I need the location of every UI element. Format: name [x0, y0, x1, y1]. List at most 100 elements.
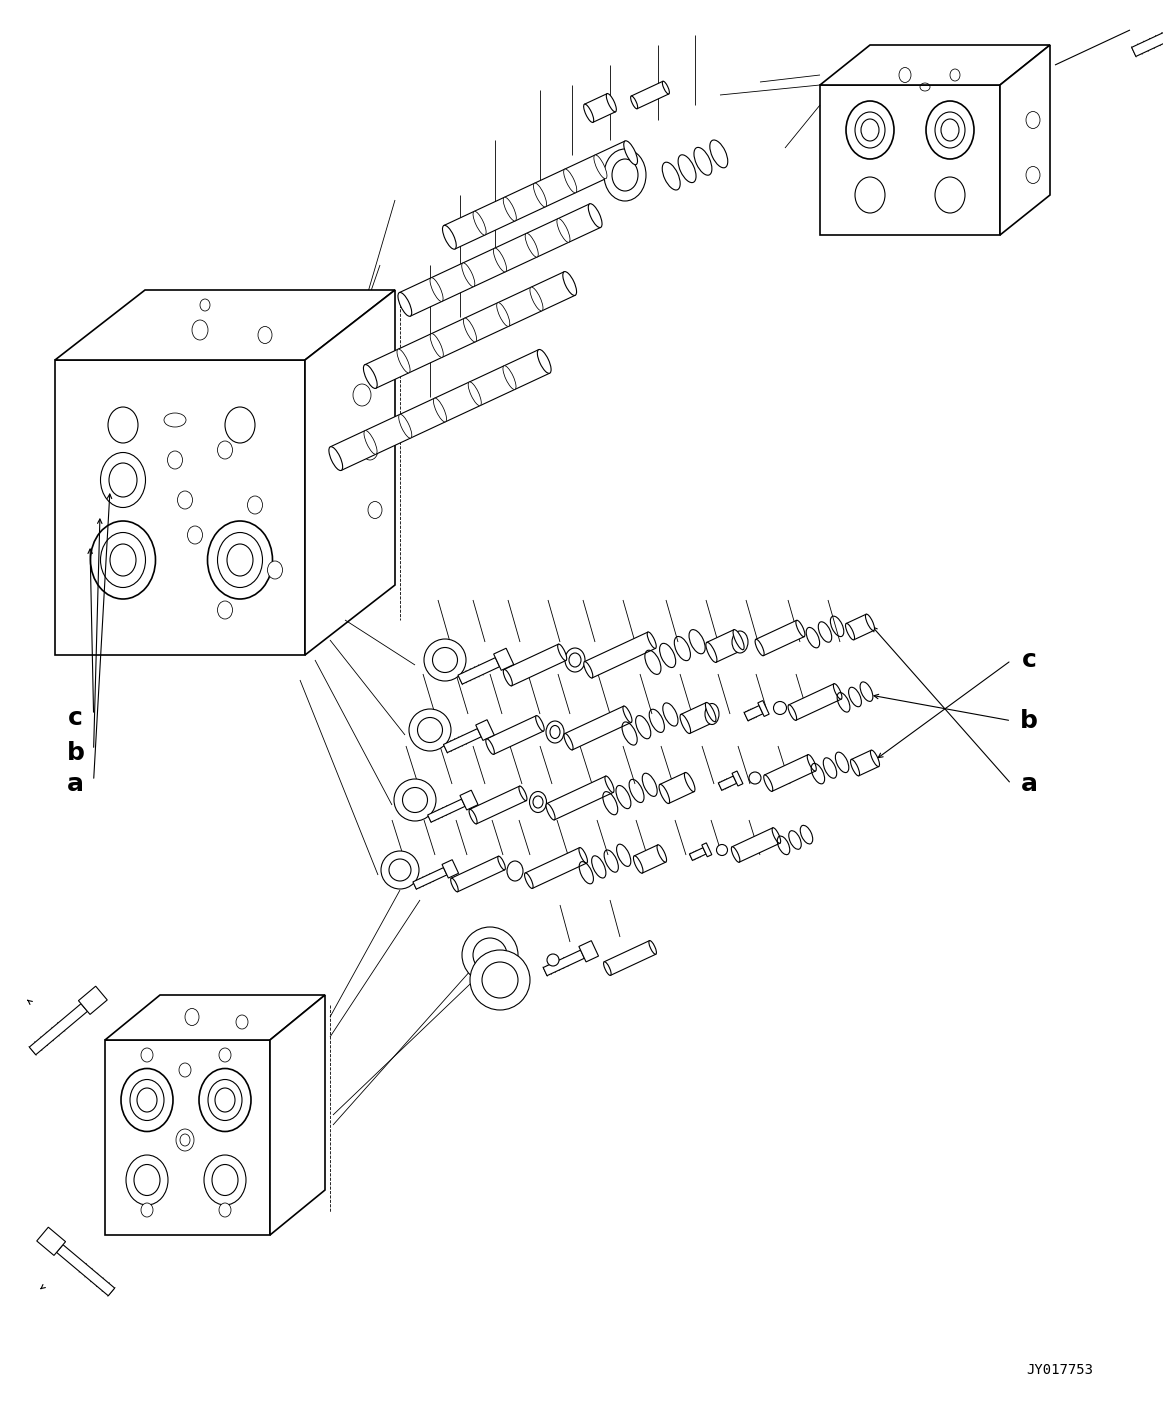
- Ellipse shape: [941, 119, 959, 140]
- Ellipse shape: [563, 271, 577, 295]
- Polygon shape: [1000, 45, 1050, 235]
- Ellipse shape: [137, 1087, 157, 1111]
- Polygon shape: [565, 707, 632, 750]
- Ellipse shape: [657, 844, 666, 863]
- Polygon shape: [55, 360, 305, 655]
- Polygon shape: [701, 843, 712, 857]
- Polygon shape: [57, 1245, 115, 1295]
- Ellipse shape: [219, 1203, 231, 1217]
- Ellipse shape: [134, 1165, 160, 1196]
- Ellipse shape: [486, 739, 494, 754]
- Polygon shape: [486, 715, 543, 754]
- Ellipse shape: [536, 715, 544, 731]
- Ellipse shape: [178, 490, 193, 509]
- Text: c: c: [1022, 648, 1036, 673]
- Ellipse shape: [557, 219, 570, 242]
- Ellipse shape: [469, 382, 481, 406]
- Polygon shape: [504, 643, 566, 686]
- Text: b: b: [66, 740, 85, 766]
- Ellipse shape: [659, 784, 670, 804]
- Polygon shape: [470, 787, 527, 823]
- Ellipse shape: [121, 1068, 173, 1131]
- Ellipse shape: [364, 430, 377, 454]
- Polygon shape: [78, 986, 107, 1014]
- Ellipse shape: [368, 502, 381, 518]
- Ellipse shape: [424, 639, 466, 681]
- Ellipse shape: [185, 1009, 199, 1026]
- Ellipse shape: [565, 648, 585, 672]
- Ellipse shape: [604, 149, 645, 201]
- Polygon shape: [476, 719, 494, 740]
- Ellipse shape: [267, 561, 283, 579]
- Ellipse shape: [109, 464, 137, 497]
- Polygon shape: [744, 705, 763, 721]
- Text: c: c: [69, 705, 83, 731]
- Ellipse shape: [870, 750, 879, 767]
- Ellipse shape: [807, 754, 816, 771]
- Ellipse shape: [926, 101, 973, 159]
- Ellipse shape: [834, 684, 842, 700]
- Ellipse shape: [606, 94, 616, 112]
- Polygon shape: [604, 940, 656, 975]
- Ellipse shape: [755, 639, 764, 656]
- Ellipse shape: [217, 441, 233, 459]
- Ellipse shape: [850, 760, 859, 776]
- Polygon shape: [493, 648, 514, 670]
- Polygon shape: [451, 856, 505, 892]
- Ellipse shape: [706, 702, 716, 722]
- Ellipse shape: [110, 544, 136, 576]
- Ellipse shape: [329, 447, 343, 471]
- Polygon shape: [547, 776, 613, 821]
- Polygon shape: [105, 1040, 270, 1235]
- Ellipse shape: [732, 847, 740, 863]
- Ellipse shape: [519, 785, 527, 801]
- Ellipse shape: [462, 927, 518, 984]
- Ellipse shape: [564, 733, 573, 750]
- Ellipse shape: [462, 263, 475, 287]
- Ellipse shape: [473, 211, 486, 235]
- Ellipse shape: [605, 776, 614, 792]
- Polygon shape: [756, 621, 804, 656]
- Ellipse shape: [861, 119, 879, 140]
- Ellipse shape: [433, 648, 457, 673]
- Ellipse shape: [504, 669, 513, 686]
- Ellipse shape: [227, 544, 254, 576]
- Ellipse shape: [795, 620, 805, 636]
- Ellipse shape: [623, 707, 632, 722]
- Ellipse shape: [526, 233, 538, 257]
- Polygon shape: [851, 750, 879, 776]
- Ellipse shape: [550, 725, 561, 739]
- Ellipse shape: [545, 804, 555, 821]
- Ellipse shape: [772, 828, 780, 843]
- Polygon shape: [330, 350, 550, 471]
- Ellipse shape: [217, 601, 233, 620]
- Ellipse shape: [236, 1014, 248, 1028]
- Ellipse shape: [865, 614, 875, 631]
- Ellipse shape: [418, 718, 442, 742]
- Ellipse shape: [388, 858, 411, 881]
- Ellipse shape: [855, 112, 885, 148]
- Ellipse shape: [764, 776, 772, 791]
- Ellipse shape: [649, 940, 656, 954]
- Ellipse shape: [219, 1048, 231, 1062]
- Ellipse shape: [705, 704, 719, 725]
- Ellipse shape: [647, 632, 656, 649]
- Ellipse shape: [398, 292, 412, 316]
- Polygon shape: [105, 995, 324, 1040]
- Ellipse shape: [935, 112, 965, 148]
- Ellipse shape: [584, 662, 593, 679]
- Ellipse shape: [248, 496, 263, 514]
- Ellipse shape: [397, 348, 411, 372]
- Ellipse shape: [473, 939, 507, 972]
- Ellipse shape: [504, 197, 516, 221]
- Ellipse shape: [558, 643, 566, 660]
- Text: b: b: [1020, 708, 1039, 733]
- Polygon shape: [444, 140, 636, 249]
- Ellipse shape: [126, 1155, 167, 1205]
- Ellipse shape: [733, 629, 744, 649]
- Ellipse shape: [663, 81, 670, 94]
- Ellipse shape: [846, 101, 894, 159]
- Ellipse shape: [502, 365, 516, 389]
- Polygon shape: [399, 204, 600, 316]
- Polygon shape: [732, 828, 780, 863]
